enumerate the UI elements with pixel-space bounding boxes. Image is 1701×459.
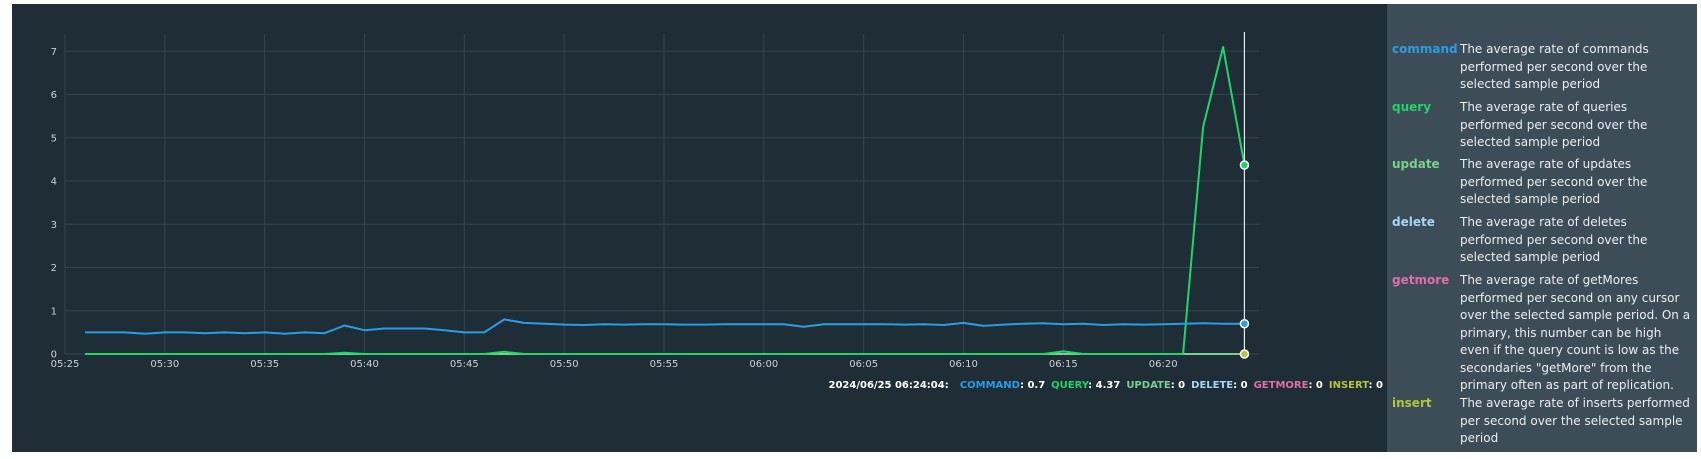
readout-label: COMMAND — [959, 380, 1020, 391]
command-cursor-marker — [1239, 318, 1250, 329]
x-tick-label: 05:45 — [450, 359, 479, 370]
y-tick-label: 6 — [51, 90, 57, 101]
readout-value: : 0 — [1233, 380, 1248, 391]
readout-value: : 0 — [1368, 380, 1383, 391]
x-tick-label: 06:00 — [749, 359, 778, 370]
legend-description: The average rate of deletes performed pe… — [1460, 215, 1648, 264]
readout-query: QUERY: 4.37 — [1051, 380, 1120, 391]
legend-panel: command The average rate of commands perf… — [1387, 4, 1697, 452]
readout-value: : 0.7 — [1019, 380, 1046, 391]
y-tick-label: 2 — [51, 263, 57, 274]
x-tick-label: 05:40 — [350, 359, 379, 370]
x-tick-label: 05:25 — [51, 359, 80, 370]
legend-key: getmore — [1392, 273, 1450, 287]
y-tick-label: 7 — [51, 47, 57, 58]
rate-chart[interactable]: 0 1 2 3 4 5 6 7 05:25 05:30 05:35 05:40 05:45 05:50 05… — [12, 4, 1387, 452]
y-tick-label: 5 — [51, 133, 57, 144]
readout-value: : 0 — [1308, 380, 1323, 391]
y-tick-label: 0 — [51, 350, 57, 361]
insert-cursor-marker — [1239, 349, 1250, 359]
legend-key: insert — [1392, 396, 1432, 410]
readout-timestamp: 2024/06/25 06:24:04: — [828, 380, 949, 391]
x-tick-label: 05:30 — [150, 359, 179, 370]
query-cursor-marker — [1239, 160, 1250, 170]
legend-key: delete — [1392, 215, 1435, 229]
y-tick-label: 3 — [51, 220, 57, 231]
cursor-markers — [1239, 160, 1250, 359]
hover-readout: 2024/06/25 06:24:04: COMMAND: 0.7 QUERY: … — [829, 373, 1383, 392]
readout-label: GETMORE — [1253, 380, 1309, 391]
command-series-line — [85, 318, 1245, 335]
readout-label: UPDATE — [1126, 380, 1171, 391]
chart-panel: 0 1 2 3 4 5 6 7 05:25 05:30 05:35 05:40 05:45 05:50 05… — [12, 4, 1387, 452]
legend-key: update — [1392, 157, 1440, 171]
readout-label: DELETE — [1191, 380, 1234, 391]
x-tick-label: 05:55 — [650, 359, 679, 370]
readout-command: COMMAND: 0.7 — [960, 380, 1045, 391]
x-tick-label: 06:15 — [1049, 359, 1078, 370]
legend-description: The average rate of getMores performed p… — [1460, 273, 1691, 392]
y-tick-label: 1 — [51, 306, 57, 317]
grid-lines — [64, 34, 1259, 355]
readout-insert: INSERT: 0 — [1329, 380, 1383, 391]
series-lines — [85, 46, 1246, 355]
x-tick-label: 06:20 — [1149, 359, 1178, 370]
readout-label: INSERT — [1328, 380, 1369, 391]
readout-delete: DELETE: 0 — [1191, 380, 1247, 391]
x-tick-label: 05:50 — [550, 359, 579, 370]
x-tick-label: 05:35 — [250, 359, 279, 370]
y-tick-label: 4 — [51, 177, 57, 188]
x-tick-label: 06:05 — [849, 359, 878, 370]
legend-key: query — [1392, 100, 1432, 114]
legend-description: The average rate of inserts performed pe… — [1460, 396, 1690, 445]
legend-description: The average rate of commands performed p… — [1460, 42, 1649, 91]
legend-key: command — [1392, 42, 1458, 56]
x-tick-label: 06:10 — [949, 359, 978, 370]
axes: 0 1 2 3 4 5 6 7 05:25 05:30 05:35 05:40 05:45 05:50 05… — [51, 47, 1178, 370]
readout-getmore: GETMORE: 0 — [1254, 380, 1323, 391]
legend-description: The average rate of queries performed pe… — [1460, 100, 1648, 149]
readout-value: : 0 — [1170, 380, 1186, 391]
readout-update: UPDATE: 0 — [1126, 380, 1185, 391]
readout-label: QUERY — [1051, 380, 1089, 391]
query-series-line — [85, 46, 1246, 355]
legend-description: The average rate of updates performed pe… — [1460, 157, 1648, 206]
readout-value: : 4.37 — [1088, 380, 1121, 391]
